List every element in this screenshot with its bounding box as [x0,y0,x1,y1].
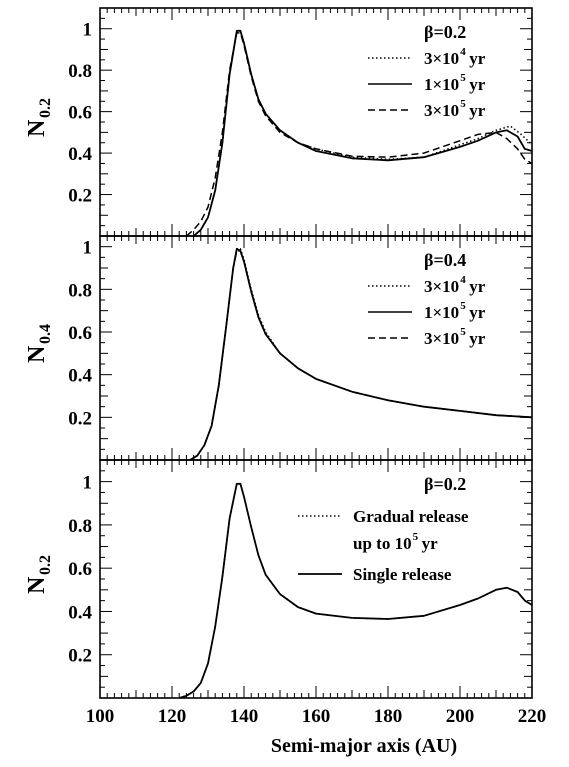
y-tick-label: 0.4 [68,144,92,165]
legend-label-unit: yr [422,534,439,553]
y-tick-label: 0.8 [68,280,92,301]
x-tick-label: 200 [446,706,475,727]
legend-label-unit: yr [469,329,486,348]
y-tick-label: 0.2 [68,646,92,667]
y-tick-label: 0.6 [68,559,92,580]
y-axis-label: N [24,119,50,137]
legend: β=0.23×10 4 yr1×10 5 yr3×10 5 yr [368,22,486,120]
legend-label: Gradual release [353,507,469,526]
series-line-3 [185,32,533,237]
y-tick-label: 1 [83,473,93,494]
x-tick-label: 180 [374,706,403,727]
series-line-2 [193,29,533,237]
legend-label-exponent: 5 [413,531,419,543]
y-axis-label-subscript: 0.2 [37,98,54,118]
y-tick-label: 1 [83,238,93,259]
legend-title: β=0.2 [424,22,466,42]
legend-label-exponent: 5 [460,326,466,338]
x-tick-label: 100 [86,706,115,727]
x-axis-label: Semi-major axis (AU) [271,735,457,757]
series-line-2 [178,482,533,699]
legend-label-unit: yr [469,277,486,296]
x-tick-label: 120 [158,706,187,727]
y-tick-label: 0.4 [68,366,92,387]
legend: β=0.43×10 4 yr1×10 5 yr3×10 5 yr [368,250,486,348]
legend-title: β=0.4 [424,250,466,270]
legend-title: β=0.2 [424,474,466,494]
y-tick-label: 0.6 [68,323,92,344]
legend-label: 3×10 [424,101,459,120]
y-tick-label: 0.8 [68,61,92,82]
y-axis-label: N [24,345,50,363]
x-tick-label: 160 [302,706,331,727]
legend-label-exponent: 5 [460,98,466,110]
legend-label-unit: yr [469,303,486,322]
y-tick-label: 0.2 [68,408,92,429]
series-line-3 [189,250,533,461]
legend-label-unit: yr [469,75,486,94]
legend-label: 1×10 [424,303,459,322]
plot-frame [99,459,533,699]
y-axis-label-subscript: 0.4 [37,324,54,344]
y-tick-label: 0.8 [68,516,92,537]
legend-label: 1×10 [424,75,459,94]
legend: β=0.2 Gradual release up to 10 5 yr Single re… [298,474,469,584]
legend-label-exponent: 4 [460,274,466,286]
y-tick-label: 0.6 [68,103,92,124]
plot-frame [99,235,533,461]
legend-label-exponent: 5 [460,300,466,312]
y-axis-label: N [24,576,50,594]
y-tick-label: 1 [83,20,93,41]
legend-label: 3×10 [424,49,459,68]
legend-label: 3×10 [424,329,459,348]
legend-label-exponent: 4 [460,46,466,58]
x-tick-label: 220 [518,706,547,727]
legend-label-unit: yr [469,49,486,68]
y-tick-label: 0.2 [68,186,92,207]
plot-frame [99,7,533,237]
legend-label-exponent: 5 [460,72,466,84]
legend-label-unit: yr [469,101,486,120]
y-axis-label-subscript: 0.2 [37,555,54,575]
y-tick-label: 0.4 [68,602,92,623]
legend-label-line2: up to 10 [353,534,412,553]
legend-label: 3×10 [424,277,459,296]
legend-label: Single release [353,565,452,584]
x-tick-label: 140 [230,706,259,727]
